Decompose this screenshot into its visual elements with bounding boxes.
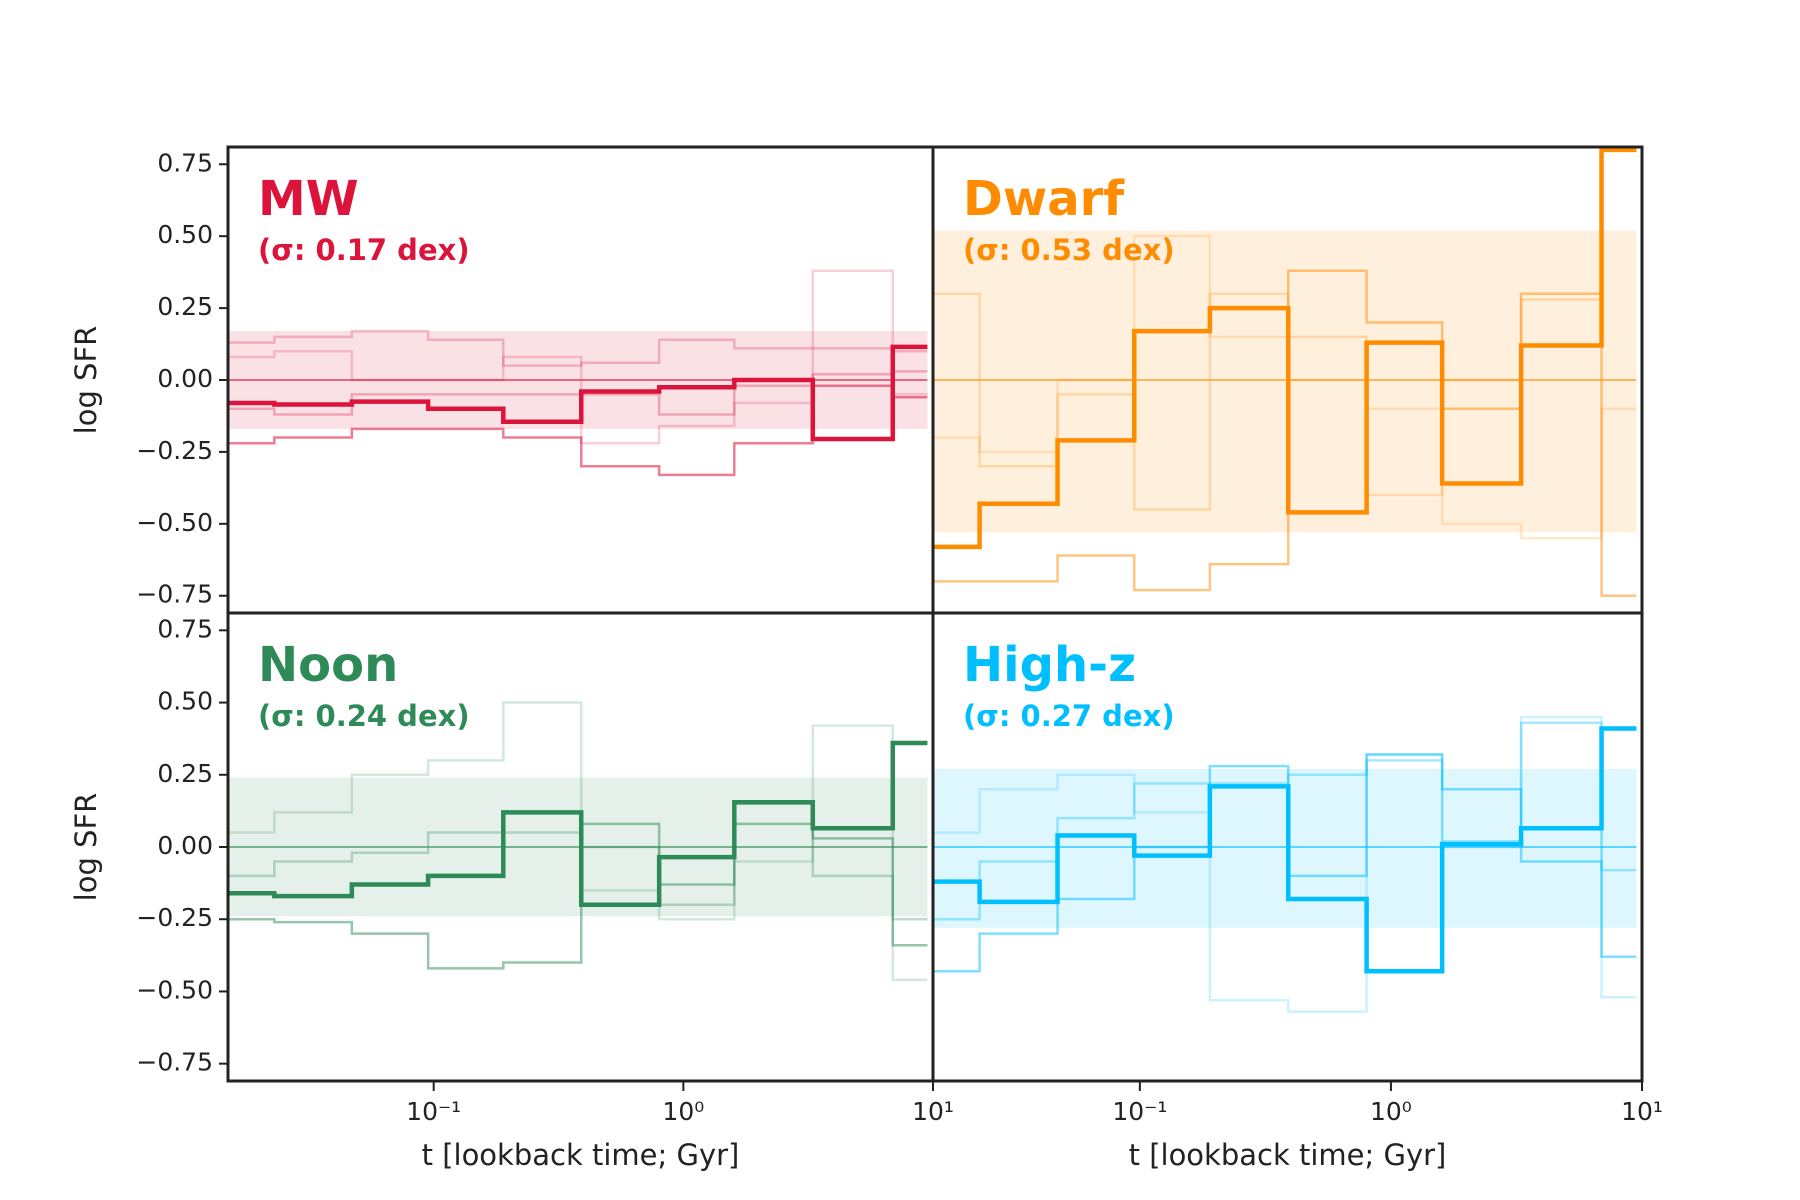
y-tick-label: 0.75 <box>157 614 213 643</box>
sfh-line <box>228 344 928 442</box>
y-tick-label: −0.50 <box>136 508 213 537</box>
x-axis-label: t [lookback time; Gyr] <box>422 1138 740 1172</box>
plot-area <box>228 701 928 982</box>
y-tick-label: 0.25 <box>157 759 213 788</box>
sfh-line <box>228 740 928 908</box>
sfh-line <box>228 701 928 982</box>
x-tick-label: 10⁰ <box>1370 1097 1412 1126</box>
x-tick-label: 10¹ <box>912 1097 954 1126</box>
y-axis-label: log SFR <box>69 326 103 435</box>
plot-area <box>933 715 1637 1013</box>
y-tick-label: −0.25 <box>136 436 213 465</box>
y-tick-label: −0.75 <box>136 1048 213 1077</box>
plot-area <box>933 147 1637 597</box>
panel-title: Dwarf <box>963 171 1125 227</box>
sfh-line <box>933 147 1637 550</box>
x-tick-label: 10⁻¹ <box>406 1097 461 1126</box>
panel-subtitle: (σ: 0.24 dex) <box>258 699 470 733</box>
y-tick-label: 0.00 <box>157 364 213 393</box>
plot-area <box>228 269 928 477</box>
y-tick-label: 0.25 <box>157 292 213 321</box>
y-tick-label: −0.25 <box>136 903 213 932</box>
y-tick-label: −0.50 <box>136 975 213 1004</box>
sfh-line <box>228 329 928 367</box>
y-tick-label: −0.75 <box>136 580 213 609</box>
panel-subtitle: (σ: 0.17 dex) <box>258 233 470 267</box>
panel-title: Noon <box>258 637 398 693</box>
panel-title: High-z <box>963 637 1136 693</box>
sfh-line <box>228 269 928 445</box>
panel-title: MW <box>258 171 359 227</box>
y-tick-label: 0.75 <box>157 148 213 177</box>
panel-frame <box>931 611 1644 1083</box>
sfh-line <box>933 726 1637 974</box>
y-tick-label: 0.50 <box>157 687 213 716</box>
sigma-band <box>933 230 1637 533</box>
sfh-line <box>933 269 1637 597</box>
y-tick-label: 0.00 <box>157 831 213 860</box>
x-axis-label: t [lookback time; Gyr] <box>1129 1138 1447 1172</box>
y-tick-label: 0.50 <box>157 220 213 249</box>
panel-subtitle: (σ: 0.27 dex) <box>963 699 1175 733</box>
x-tick-label: 10⁰ <box>662 1097 704 1126</box>
panel-subtitle: (σ: 0.53 dex) <box>963 233 1175 267</box>
y-axis-label: log SFR <box>69 793 103 902</box>
sfh-line <box>933 715 1637 1013</box>
x-tick-label: 10¹ <box>1621 1097 1663 1126</box>
x-tick-label: 10⁻¹ <box>1112 1097 1167 1126</box>
sfh-line <box>228 370 928 416</box>
